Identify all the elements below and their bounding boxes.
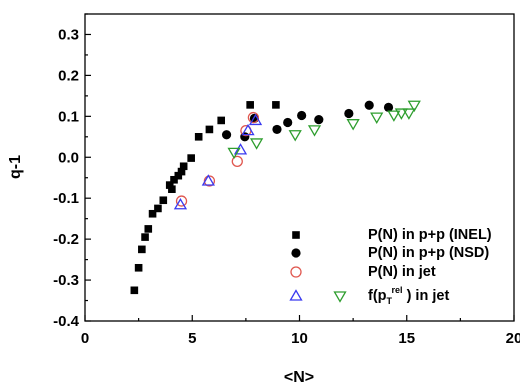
data-point-filled-circle	[297, 110, 307, 121]
data-point-filled-square	[194, 133, 203, 141]
data-point-open-triangle-down	[249, 138, 264, 150]
data-point-filled-square	[246, 101, 254, 109]
data-point-filled-circle	[272, 124, 282, 135]
data-point-filled-circle	[344, 108, 354, 119]
legend: P(N) in p+p (INEL) P(N) in p+p (NSD) P(N) …	[289, 227, 492, 306]
y-tick-label: 0.1	[58, 108, 79, 125]
data-point-open-circle	[175, 195, 188, 207]
legend-marker-filled-circle	[291, 248, 301, 258]
axis-ticks	[84, 13, 515, 322]
data-point-open-triangle-up	[248, 113, 263, 126]
data-point-filled-circle	[283, 117, 293, 128]
x-tick-label: 10	[291, 330, 308, 347]
data-point-filled-square	[165, 181, 174, 189]
legend-label: P(N) in p+p (INEL)	[368, 227, 492, 243]
data-point-open-triangle-down	[307, 125, 322, 137]
data-point-filled-square	[138, 245, 146, 254]
data-point-filled-square	[177, 167, 186, 176]
data-point-open-triangle-up	[233, 143, 248, 155]
y-tick-label: -0.2	[53, 231, 79, 248]
data-point-filled-square	[144, 225, 153, 233]
data-point-filled-square	[272, 101, 280, 109]
data-point-open-triangle-down	[387, 110, 401, 122]
data-point-open-triangle-down	[346, 119, 360, 131]
data-point-filled-square	[179, 162, 188, 171]
data-point-filled-square	[130, 286, 139, 295]
x-tick-label: 0	[81, 330, 89, 347]
legend-marker-open-triangle-down	[333, 291, 347, 303]
data-point-filled-square	[187, 154, 195, 162]
data-point-filled-square	[141, 233, 149, 241]
x-tick-label: 20	[506, 330, 520, 347]
data-point-open-triangle-up	[201, 174, 215, 186]
data-point-filled-square	[174, 171, 183, 180]
x-axis-title: <N>	[284, 369, 314, 386]
data-point-filled-circle	[364, 100, 374, 110]
data-point-open-triangle-down	[407, 100, 421, 113]
data-point-filled-square	[168, 185, 176, 193]
data-point-open-circle	[247, 111, 260, 124]
y-tick-label: -0.3	[53, 272, 79, 289]
data-point-open-triangle-down	[402, 108, 416, 120]
x-tick-label: 15	[398, 330, 415, 347]
data-marks	[130, 100, 421, 295]
data-point-open-triangle-down	[288, 130, 302, 142]
y-tick-label: 0.3	[58, 26, 79, 43]
tick-labels: 0 5 10 15 20 -0.4 -0.3 -0.2 -0.1 0.0 0.1 0.2 0.3	[53, 26, 520, 347]
data-point-filled-square	[205, 125, 214, 134]
data-point-filled-circle	[314, 115, 324, 125]
legend-label: P(N) in p+p (NSD)	[368, 245, 489, 261]
data-point-filled-square	[148, 209, 157, 218]
data-point-open-triangle-up	[241, 123, 255, 136]
legend-label: f(pTrel ) in jet	[368, 285, 449, 306]
y-tick-label: -0.1	[53, 190, 79, 207]
data-point-open-circle	[231, 155, 243, 168]
legend-marker-open-circle	[290, 266, 302, 278]
data-point-filled-circle	[383, 102, 394, 112]
data-point-filled-square	[154, 204, 162, 213]
data-point-open-triangle-down	[394, 108, 409, 120]
data-point-filled-square	[134, 263, 143, 272]
legend-marker-open-triangle-up	[289, 289, 303, 301]
data-point-filled-circle	[221, 130, 232, 140]
data-point-open-triangle-down	[227, 147, 241, 160]
data-point-filled-square	[217, 116, 226, 125]
y-axis-title: q-1	[7, 155, 24, 179]
data-point-open-triangle-up	[173, 197, 188, 210]
legend-marker-filled-square	[292, 231, 300, 239]
legend-label: P(N) in jet	[368, 264, 436, 280]
y-tick-label: 0.2	[58, 67, 79, 84]
data-point-filled-square	[170, 175, 178, 184]
data-point-open-triangle-down	[370, 112, 384, 124]
data-point-filled-square	[159, 196, 168, 205]
y-tick-label: -0.4	[53, 313, 80, 330]
x-tick-label: 5	[188, 330, 196, 347]
y-tick-label: 0.0	[58, 149, 79, 166]
